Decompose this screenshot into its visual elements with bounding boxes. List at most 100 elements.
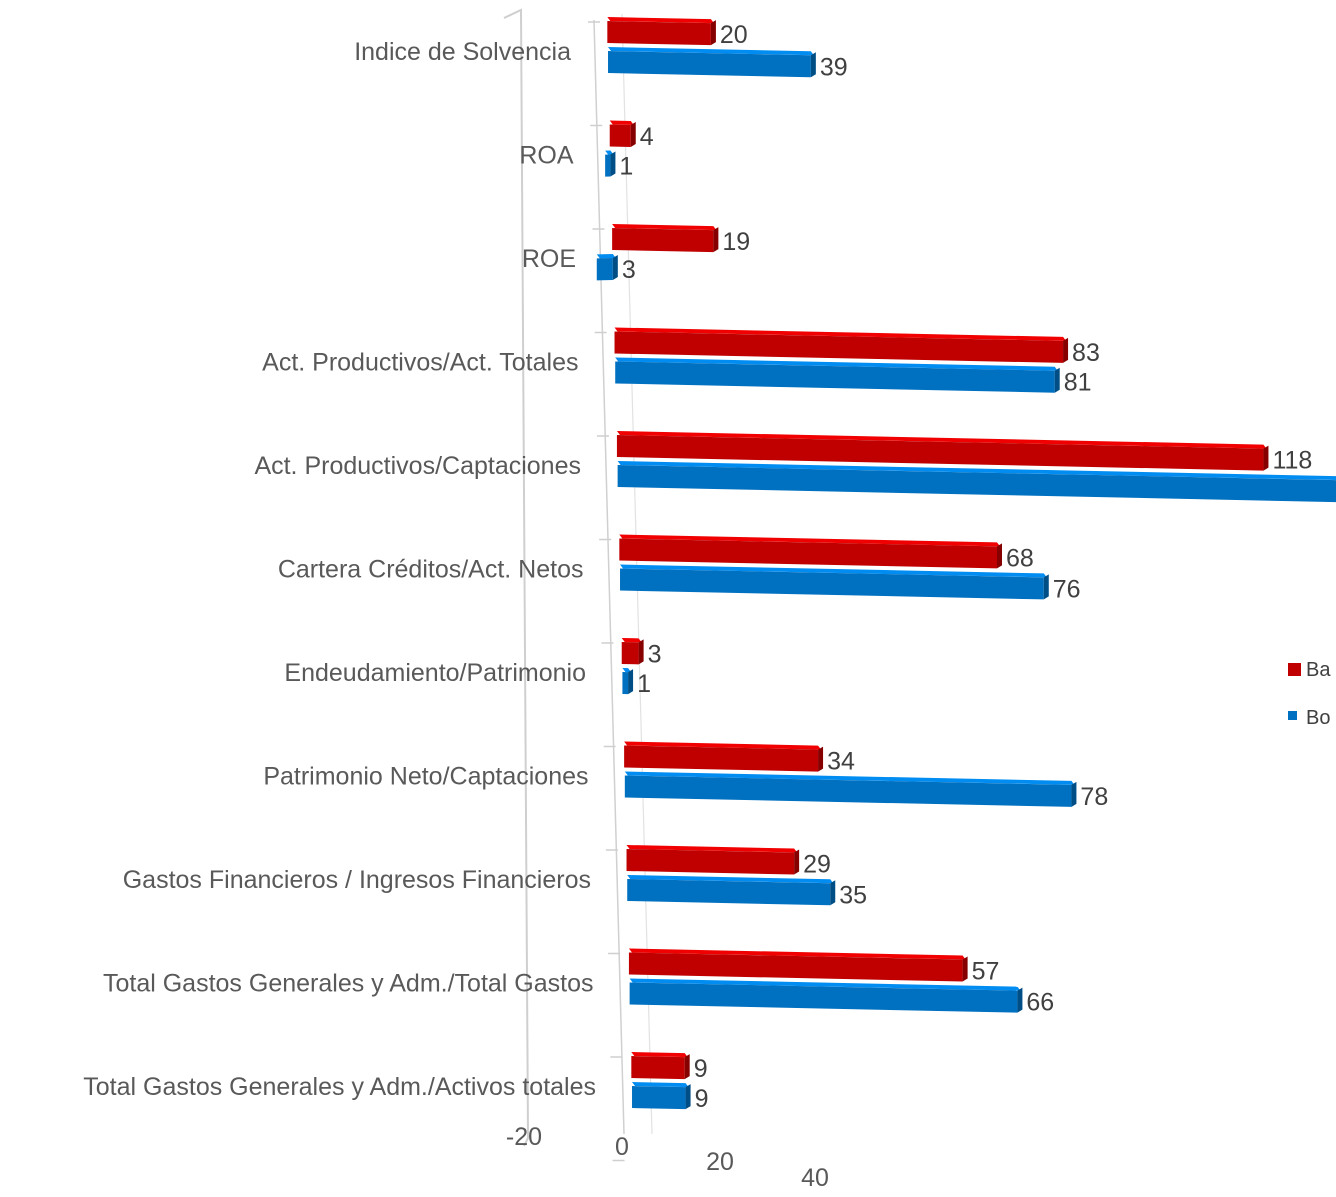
bar-1-6 — [622, 672, 629, 695]
category-label: Gastos Financieros / Ingresos Financiero… — [123, 866, 591, 894]
bar-top-1-0 — [608, 47, 814, 56]
data-label-1-5: 76 — [1053, 575, 1081, 603]
bar-0-0 — [607, 21, 711, 46]
bar-1-0 — [608, 51, 811, 78]
bar-top-1-3 — [615, 357, 1058, 371]
bar-0-7 — [624, 745, 819, 772]
bar-top-0-8 — [626, 845, 798, 853]
category-label: Total Gastos Generales y Adm./Total Gast… — [103, 970, 594, 998]
bar-1-1 — [605, 154, 611, 177]
data-label-0-7: 34 — [827, 748, 855, 776]
bar-cap-0-2 — [713, 227, 719, 253]
data-label-0-2: 19 — [722, 228, 750, 256]
bar-cap-1-1 — [610, 151, 616, 177]
bar-top-0-5 — [619, 534, 1000, 547]
bar-cap-1-6 — [628, 669, 634, 695]
data-label-0-1: 4 — [640, 123, 654, 151]
bar-cap-0-8 — [794, 849, 800, 875]
data-label-0-8: 29 — [803, 851, 831, 879]
bar-0-3 — [614, 331, 1064, 363]
bar-top-1-7 — [624, 771, 1075, 785]
bar-cap-1-2 — [612, 255, 618, 280]
bar-0-5 — [619, 538, 997, 569]
bar-cap-0-5 — [996, 543, 1002, 569]
bar-1-3 — [615, 361, 1055, 393]
data-label-1-9: 66 — [1026, 989, 1054, 1017]
bar-top-1-1 — [605, 150, 614, 155]
category-label: Act. Productivos/Act. Totales — [262, 349, 578, 377]
data-label-1-7: 78 — [1080, 783, 1108, 811]
bar-cap-1-3 — [1054, 367, 1060, 393]
bar-1-2 — [596, 258, 613, 281]
data-label-1-2: 3 — [622, 256, 636, 284]
legend-label: Ba — [1306, 659, 1331, 681]
bar-0-1 — [609, 124, 631, 147]
x-tick-label: 0 — [615, 1133, 629, 1161]
category-label: ROA — [519, 142, 574, 170]
bar-cap-1-5 — [1043, 574, 1049, 600]
bar-cap-0-4 — [1263, 445, 1269, 471]
bar-0-9 — [628, 952, 963, 982]
data-label-1-8: 35 — [839, 881, 867, 909]
bar-0-4 — [616, 435, 1264, 471]
bar-cap-0-7 — [818, 746, 824, 772]
category-label: Cartera Créditos/Act. Netos — [278, 556, 584, 584]
bar-1-4 — [617, 465, 1336, 503]
bar-cap-0-0 — [710, 20, 716, 46]
x-tick-label: 20 — [706, 1148, 734, 1176]
bar-top-0-4 — [616, 431, 1267, 449]
bar-1-10 — [632, 1086, 686, 1110]
x-tick-label: 40 — [801, 1164, 829, 1192]
data-label-1-3: 81 — [1064, 369, 1092, 397]
data-label-0-0: 20 — [720, 21, 748, 49]
bar-top-0-9 — [628, 948, 966, 960]
legend-swatch — [1288, 711, 1297, 720]
category-label: Act. Productivos/Captaciones — [254, 452, 581, 480]
bar-1-5 — [620, 568, 1044, 600]
bar-cap-0-3 — [1063, 337, 1069, 363]
bar-top-1-10 — [632, 1082, 689, 1088]
category-label: Total Gastos Generales y Adm./Activos to… — [83, 1073, 596, 1101]
data-label-1-6: 1 — [637, 670, 651, 698]
bar-cap-0-1 — [630, 121, 636, 147]
chart-wall-outline — [503, 8, 530, 1147]
bar-0-2 — [612, 228, 714, 253]
bar-1-8 — [627, 879, 831, 906]
bar-cap-1-10 — [685, 1084, 691, 1110]
data-label-1-1: 1 — [619, 153, 633, 181]
data-label-1-10: 9 — [695, 1085, 709, 1113]
data-label-0-5: 68 — [1006, 544, 1034, 572]
data-label-0-10: 9 — [694, 1055, 708, 1083]
data-label-0-6: 3 — [648, 640, 662, 668]
legend-label: Bo — [1306, 707, 1330, 729]
bar-top-0-2 — [612, 224, 717, 231]
data-label-1-0: 39 — [820, 53, 848, 81]
bar-top-1-9 — [629, 978, 1021, 991]
chart-zero-axis — [593, 19, 625, 1135]
x-tick-label: -20 — [506, 1123, 542, 1151]
bar-cap-1-9 — [1017, 987, 1023, 1013]
bar-top-1-2 — [596, 254, 616, 259]
category-label: Indice de Solvencia — [354, 38, 571, 66]
bar-top-0-6 — [621, 638, 642, 643]
data-label-0-4: 118 — [1272, 447, 1312, 475]
bar-top-0-3 — [614, 327, 1067, 341]
data-label-0-3: 83 — [1072, 339, 1100, 367]
bar-1-7 — [624, 775, 1072, 807]
bar-top-1-4 — [617, 461, 1336, 481]
bar-cap-1-8 — [830, 880, 836, 906]
data-label-0-9: 57 — [972, 958, 1000, 986]
bar-top-0-1 — [609, 120, 634, 125]
category-label: ROE — [522, 245, 576, 273]
legend-swatch — [1288, 663, 1301, 676]
bar-top-0-0 — [607, 17, 714, 24]
bar-top-0-10 — [631, 1052, 688, 1058]
bar-top-1-5 — [620, 564, 1047, 578]
bar-cap-0-10 — [684, 1054, 690, 1080]
bar-cap-1-0 — [810, 52, 816, 78]
bar-top-0-7 — [624, 741, 822, 750]
category-label: Patrimonio Neto/Captaciones — [263, 763, 588, 791]
bar-1-9 — [629, 982, 1018, 1013]
bar-0-8 — [626, 849, 795, 875]
